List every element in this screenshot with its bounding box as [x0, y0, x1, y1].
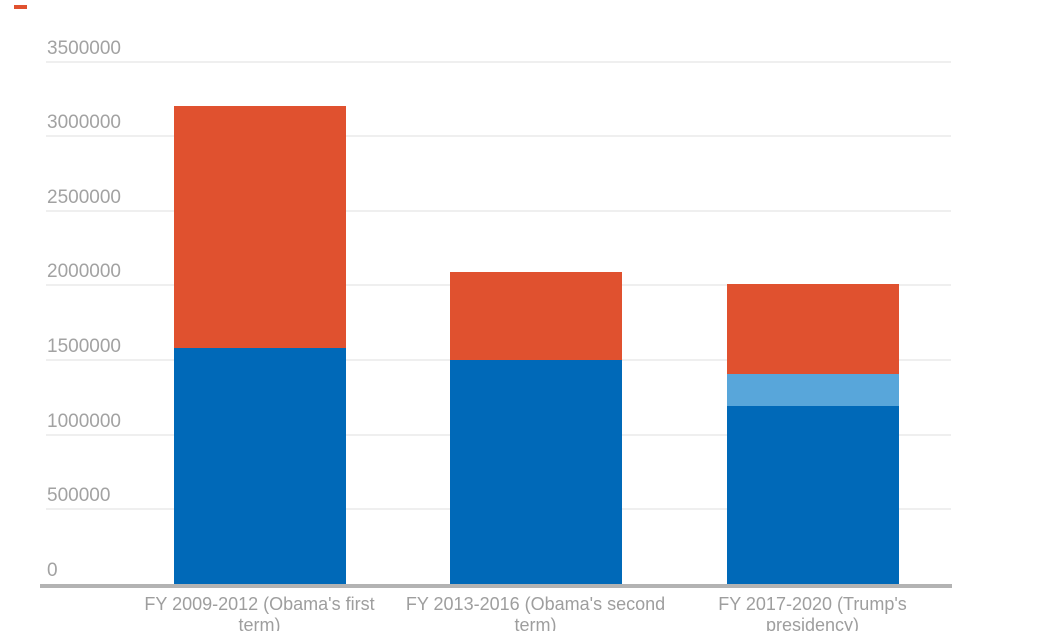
category-label-line2: term) — [514, 615, 557, 631]
y-gridline — [46, 209, 951, 212]
category-label-line2: presidency) — [765, 615, 860, 631]
category-label-line1: FY 2017-2020 (Trump's — [718, 594, 907, 614]
x-axis-category-label: FY 2009-2012 (Obama's first term) — [130, 594, 390, 631]
category-label-line2: term) — [238, 615, 281, 631]
x-axis-category-label: FY 2013-2016 (Obama's second term) — [406, 594, 666, 631]
bar-segment-orange-top-segment — [173, 105, 346, 349]
bar-segment-orange-top-segment — [449, 271, 622, 361]
y-axis-tick-label: 500000 — [47, 485, 111, 507]
y-axis-tick-label: 2000000 — [47, 261, 121, 283]
y-axis-tick-label: 0 — [47, 560, 58, 581]
y-gridline — [46, 60, 951, 63]
category-label-line1: FY 2009-2012 (Obama's first — [144, 594, 375, 614]
category-label-line1: FY 2013-2016 (Obama's second — [405, 594, 666, 614]
y-axis-tick-label: 3000000 — [47, 112, 121, 134]
top-left-red-marker-fragment — [14, 5, 27, 9]
bar-segment-dark-blue-bottom-segment — [173, 348, 346, 584]
bar-segment-dark-blue-bottom-segment — [449, 360, 622, 584]
y-axis-tick-label: 1500000 — [47, 336, 121, 358]
x-axis-category-label: FY 2017-2020 (Trump's presidency) — [683, 594, 943, 631]
bar-segment-dark-blue-bottom-segment — [726, 405, 899, 584]
y-axis-tick-label: 1000000 — [47, 410, 121, 432]
y-gridline — [46, 135, 951, 138]
bar-segment-orange-top-segment — [726, 283, 899, 375]
x-axis-baseline — [40, 584, 952, 588]
y-axis-tick-label: 3500000 — [47, 37, 121, 59]
y-axis-tick-label: 2500000 — [47, 186, 121, 208]
bar-segment-light-blue-middle-segment — [726, 374, 899, 406]
